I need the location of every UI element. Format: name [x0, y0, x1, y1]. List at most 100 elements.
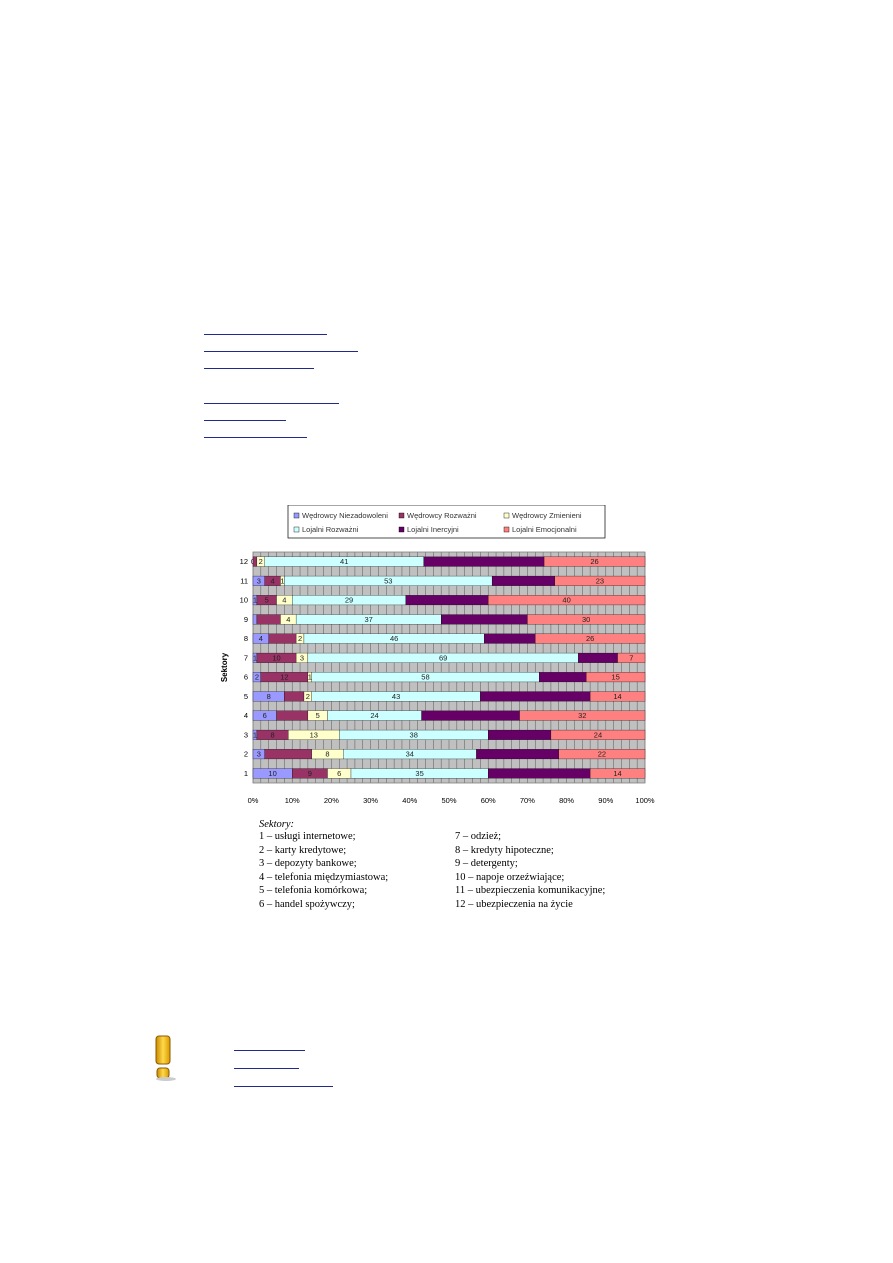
data-label: 41	[340, 557, 348, 566]
note-item: 12 – ubezpieczenia na życie	[455, 898, 573, 910]
bar-segment	[276, 710, 309, 721]
data-label: 13	[310, 730, 318, 739]
hyperlink[interactable]	[234, 1066, 299, 1069]
data-label: 9	[308, 769, 312, 778]
bar-segment	[264, 749, 312, 760]
y-tick-label: 9	[244, 615, 248, 624]
hyperlink[interactable]	[234, 1084, 333, 1087]
y-tick-label: 4	[244, 711, 248, 720]
data-label: 29	[345, 596, 353, 605]
x-tick-label: 30%	[363, 796, 378, 805]
hyperlink[interactable]	[204, 401, 339, 404]
data-label: 10	[272, 653, 280, 662]
hyperlink[interactable]	[204, 366, 314, 369]
bar-segment	[484, 633, 536, 644]
hyperlink[interactable]	[204, 418, 286, 421]
bar-segment	[491, 575, 555, 586]
note-item: 10 – napoje orzeźwiające;	[455, 871, 565, 883]
notes-left-column: 1 – usługi internetowe; 2 – karty kredyt…	[259, 830, 388, 912]
data-label: 8	[271, 730, 275, 739]
bar-segment	[252, 614, 258, 625]
note-item: 4 – telefonia międzymiastowa;	[259, 871, 389, 883]
data-label: 46	[390, 634, 398, 643]
x-tick-label: 50%	[441, 796, 456, 805]
legend-swatch	[503, 526, 510, 533]
data-label: 8	[267, 692, 271, 701]
data-label: 24	[594, 730, 602, 739]
x-tick-label: 20%	[324, 796, 339, 805]
legend-swatch	[293, 512, 300, 519]
data-label: 35	[415, 769, 423, 778]
data-label: 4	[286, 615, 290, 624]
y-tick-label: 6	[244, 673, 248, 682]
data-label: 10	[268, 769, 276, 778]
bar-segment	[586, 672, 646, 683]
exclamation-warning-icon	[155, 1035, 176, 1081]
data-label: 34	[406, 750, 414, 759]
note-item: 2 – karty kredytowe;	[259, 844, 347, 856]
bar-segment	[480, 691, 591, 702]
data-label: 3	[257, 750, 261, 759]
x-tick-label: 60%	[481, 796, 496, 805]
y-tick-label: 7	[244, 653, 248, 662]
bar-segment	[578, 652, 618, 663]
top-links	[204, 332, 404, 438]
data-label: 38	[410, 730, 418, 739]
data-label: 58	[421, 673, 429, 682]
bar-segment	[488, 595, 646, 606]
data-label: 32	[578, 711, 586, 720]
data-label: 12	[280, 673, 288, 682]
y-tick-label: 11	[240, 576, 248, 585]
bar-segment	[589, 691, 646, 702]
notes-right-column: 7 – odzież; 8 – kredyty hipoteczne; 9 – …	[455, 830, 605, 912]
data-label: 6	[263, 711, 267, 720]
data-label: 30	[582, 615, 590, 624]
legend-swatch	[293, 526, 300, 533]
bar-segment	[441, 614, 528, 625]
y-tick-label: 5	[244, 692, 248, 701]
data-label: 4	[282, 596, 286, 605]
hyperlink[interactable]	[204, 435, 307, 438]
y-tick-label: 8	[244, 634, 248, 643]
note-item: 6 – handel spożywczy;	[259, 898, 355, 910]
data-label: 4	[271, 576, 275, 585]
bar-segment	[405, 595, 489, 606]
legend-entry: Lojalni Inercyjni	[407, 525, 459, 534]
bar-segment	[268, 633, 297, 644]
bar-segment	[519, 710, 646, 721]
legend-entry: Wędrowcy Rozważni	[407, 511, 477, 520]
note-item: 8 – kredyty hipoteczne;	[455, 844, 554, 856]
bar-segment	[554, 575, 646, 586]
y-axis-label: Sektory	[220, 652, 229, 682]
sector-notes: Sektory: 1 – usługi internetowe; 2 – kar…	[259, 818, 605, 910]
legend-entry: Wędrowcy Niezadowoleni	[302, 511, 388, 520]
data-label: 26	[590, 557, 598, 566]
data-label: 5	[316, 711, 320, 720]
bar-segment	[421, 710, 520, 721]
legend-swatch	[503, 512, 510, 519]
x-tick-label: 40%	[402, 796, 417, 805]
legend-entry: Wędrowcy Zmienieni	[512, 511, 582, 520]
y-tick-label: 12	[240, 557, 248, 566]
hyperlink[interactable]	[234, 1048, 305, 1051]
data-label: 2	[298, 634, 302, 643]
data-label: 7	[629, 653, 633, 662]
legend-entry: Lojalni Rozważni	[302, 525, 359, 534]
hyperlink[interactable]	[204, 332, 327, 335]
bar-segment	[488, 729, 552, 740]
stacked-bar-chart: Wędrowcy Niezadowoleni Wędrowcy Rozważni W…	[220, 505, 655, 805]
bar-segment	[284, 691, 305, 702]
data-label: 2	[306, 692, 310, 701]
plot-border	[252, 551, 646, 784]
hyperlink[interactable]	[204, 349, 358, 352]
bar-segment	[543, 556, 646, 567]
note-item: 1 – usługi internetowe;	[259, 831, 356, 842]
bar-segment	[256, 614, 281, 625]
note-item: 7 – odzież;	[455, 831, 502, 842]
x-tick-label: 80%	[559, 796, 574, 805]
data-label: 5	[265, 596, 269, 605]
data-label: 22	[598, 750, 606, 759]
bar-segment	[589, 768, 646, 779]
data-label: 26	[586, 634, 594, 643]
